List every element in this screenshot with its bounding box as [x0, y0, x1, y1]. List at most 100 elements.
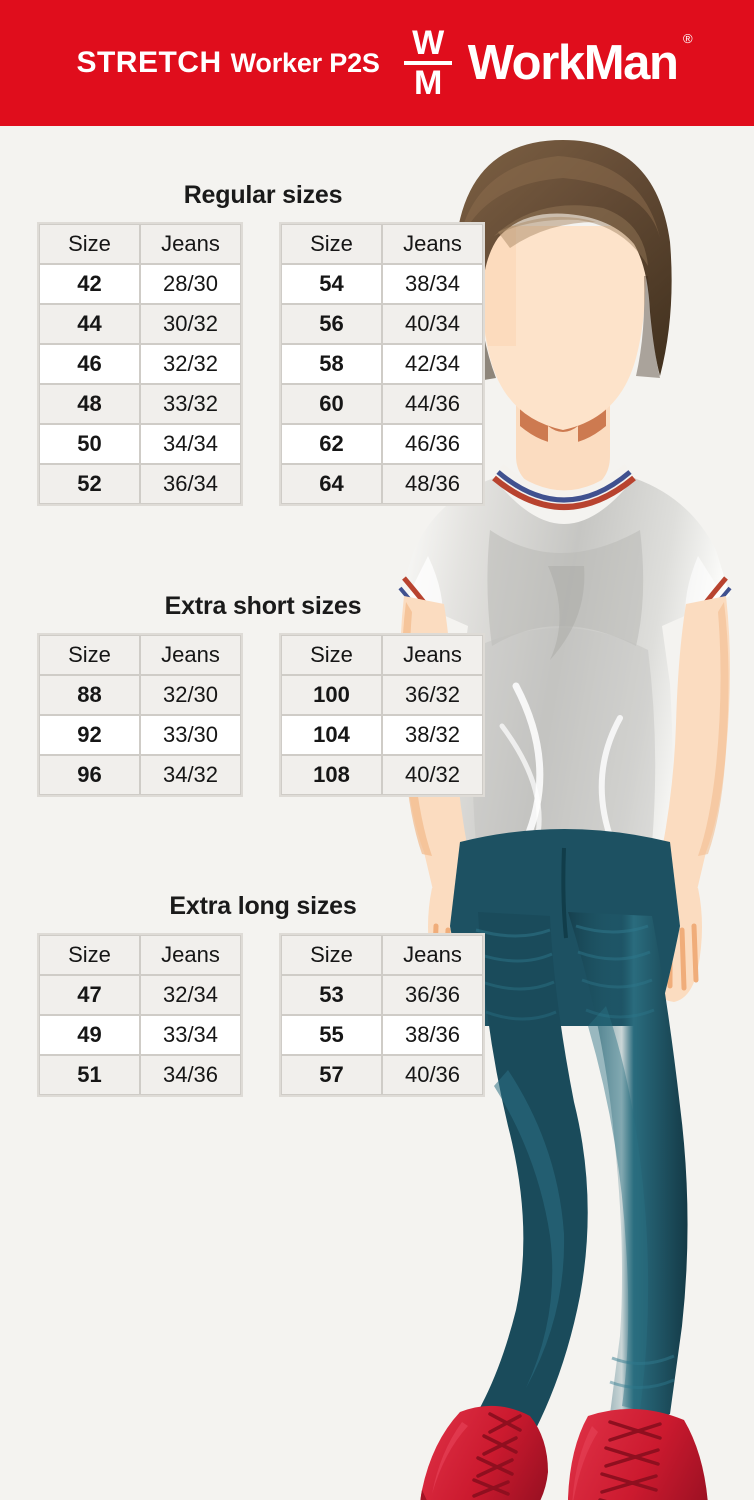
cell-size: 46 [39, 344, 140, 384]
size-table-extra-long-right: Size Jeans 53 36/36 55 38/36 [279, 933, 485, 1097]
cell-jeans: 38/36 [382, 1015, 483, 1055]
table-row: 96 34/32 [39, 755, 241, 795]
cell-jeans: 36/32 [382, 675, 483, 715]
cell-size: 54 [281, 264, 382, 304]
table-row: 60 44/36 [281, 384, 483, 424]
section-title-extra-long: Extra long sizes [169, 892, 357, 920]
column-header-size: Size [39, 224, 140, 264]
table-row: 46 32/32 [39, 344, 241, 384]
column-header-jeans: Jeans [382, 635, 483, 675]
cell-size: 42 [39, 264, 140, 304]
section-extra-long-sizes: Extra long sizes Size Jeans 47 32/34 [20, 892, 500, 1097]
cell-jeans: 33/32 [140, 384, 241, 424]
cell-size: 51 [39, 1055, 140, 1095]
column-header-size: Size [39, 935, 140, 975]
column-header-jeans: Jeans [140, 635, 241, 675]
cell-size: 104 [281, 715, 382, 755]
cell-jeans: 42/34 [382, 344, 483, 384]
size-table-regular-left: Size Jeans 42 28/30 44 30/32 [37, 222, 243, 506]
wm-logo-divider [403, 61, 452, 65]
brand-wordmark: WorkMan ® [467, 31, 693, 91]
cell-size: 53 [281, 975, 382, 1015]
cell-jeans: 40/34 [382, 304, 483, 344]
table-row: 55 38/36 [281, 1015, 483, 1055]
cell-size: 47 [39, 975, 140, 1015]
cell-size: 57 [281, 1055, 382, 1095]
table-row: 44 30/32 [39, 304, 241, 344]
cell-size: 108 [281, 755, 382, 795]
cell-size: 52 [39, 464, 140, 504]
cell-jeans: 28/30 [140, 264, 241, 304]
table-row: 54 38/34 [281, 264, 483, 304]
cell-jeans: 40/32 [382, 755, 483, 795]
cell-size: 64 [281, 464, 382, 504]
size-table-extra-short-left: Size Jeans 88 32/30 92 33/30 [37, 633, 243, 797]
table-row: 58 42/34 [281, 344, 483, 384]
table-row: 62 46/36 [281, 424, 483, 464]
size-chart-content: Regular sizes Size Jeans 42 28/30 [0, 126, 754, 1500]
cell-size: 62 [281, 424, 382, 464]
cell-size: 49 [39, 1015, 140, 1055]
cell-jeans: 32/32 [140, 344, 241, 384]
table-header-row: Size Jeans [281, 935, 483, 975]
product-name-rest: Worker P2S [230, 48, 380, 78]
tables-row-extra-short: Size Jeans 88 32/30 92 33/30 [20, 633, 500, 797]
cell-jeans: 34/32 [140, 755, 241, 795]
column-header-jeans: Jeans [140, 224, 241, 264]
table-row: 47 32/34 [39, 975, 241, 1015]
cell-size: 100 [281, 675, 382, 715]
cell-size: 50 [39, 424, 140, 464]
cell-size: 56 [281, 304, 382, 344]
cell-jeans: 34/36 [140, 1055, 241, 1095]
wm-logo-top-letter: W [412, 24, 444, 62]
table-row: 42 28/30 [39, 264, 241, 304]
table-row: 100 36/32 [281, 675, 483, 715]
section-title-extra-short: Extra short sizes [164, 592, 362, 620]
column-header-size: Size [39, 635, 140, 675]
brand-name-text: WorkMan [467, 36, 679, 90]
table-row: 88 32/30 [39, 675, 241, 715]
table-row: 52 36/34 [39, 464, 241, 504]
cell-jeans: 38/32 [382, 715, 483, 755]
page-header: STRETCH Worker P2S W M WorkMan ® [0, 0, 754, 126]
table-row: 50 34/34 [39, 424, 241, 464]
column-header-jeans: Jeans [140, 935, 241, 975]
cell-jeans: 48/36 [382, 464, 483, 504]
table-row: 49 33/34 [39, 1015, 241, 1055]
column-header-jeans: Jeans [382, 935, 483, 975]
table-row: 53 36/36 [281, 975, 483, 1015]
table-header-row: Size Jeans [281, 635, 483, 675]
product-title: STRETCH Worker P2S [76, 46, 380, 80]
table-row: 48 33/32 [39, 384, 241, 424]
registered-trademark-icon: ® [682, 31, 693, 46]
size-table-extra-long-left: Size Jeans 47 32/34 49 33/34 [37, 933, 243, 1097]
table-row: 104 38/32 [281, 715, 483, 755]
cell-jeans: 44/36 [382, 384, 483, 424]
cell-size: 44 [39, 304, 140, 344]
table-row: 64 48/36 [281, 464, 483, 504]
cell-jeans: 38/34 [382, 264, 483, 304]
cell-jeans: 33/30 [140, 715, 241, 755]
cell-jeans: 36/36 [382, 975, 483, 1015]
cell-jeans: 40/36 [382, 1055, 483, 1095]
product-name-stencil: STRETCH [76, 46, 222, 80]
cell-jeans: 32/34 [140, 975, 241, 1015]
cell-size: 88 [39, 675, 140, 715]
cell-jeans: 32/30 [140, 675, 241, 715]
cell-jeans: 33/34 [140, 1015, 241, 1055]
table-header-row: Size Jeans [39, 224, 241, 264]
table-header-row: Size Jeans [39, 635, 241, 675]
section-regular-sizes: Regular sizes Size Jeans 42 28/30 [20, 181, 500, 506]
tables-row-regular: Size Jeans 42 28/30 44 30/32 [20, 222, 500, 506]
table-row: 51 34/36 [39, 1055, 241, 1095]
table-header-row: Size Jeans [39, 935, 241, 975]
tables-row-extra-long: Size Jeans 47 32/34 49 33/34 [20, 933, 500, 1097]
column-header-size: Size [281, 224, 382, 264]
column-header-size: Size [281, 935, 382, 975]
cell-jeans: 36/34 [140, 464, 241, 504]
column-header-jeans: Jeans [382, 224, 483, 264]
cell-jeans: 34/34 [140, 424, 241, 464]
section-title-regular: Regular sizes [183, 181, 343, 209]
table-row: 57 40/36 [281, 1055, 483, 1095]
